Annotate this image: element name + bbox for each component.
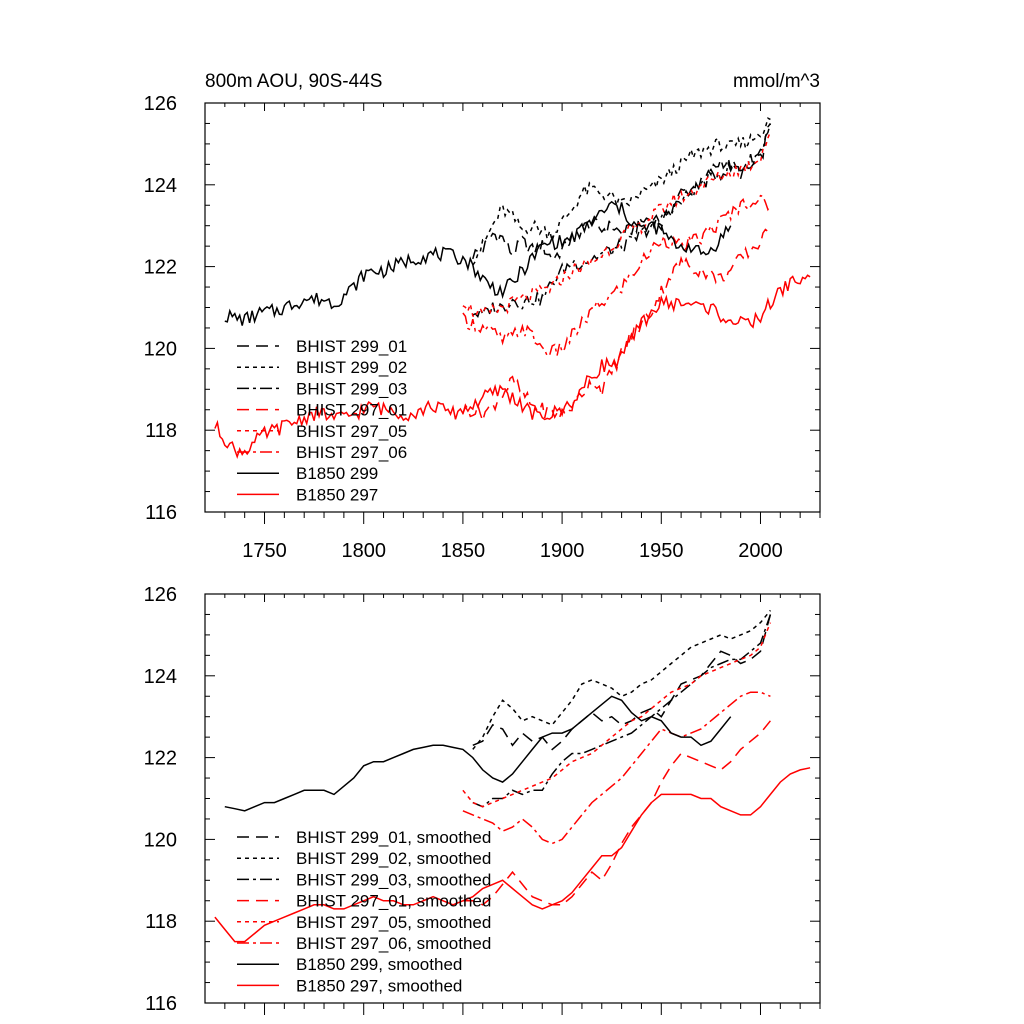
legend-entry: B1850 297 — [296, 485, 378, 504]
y-tick-label: 122 — [144, 257, 177, 279]
x-tick-label: 2000 — [738, 540, 783, 562]
y-tick-label: 122 — [144, 748, 177, 770]
series-line-bhist-297-06 — [462, 194, 772, 357]
y-tick-label: 124 — [144, 175, 177, 197]
legend-entry: BHIST 299_03, smoothed — [296, 870, 491, 889]
series-line-b1850-297 — [214, 274, 811, 460]
legend-entry: BHIST 297_01, smoothed — [296, 892, 491, 911]
series-line-bhist-297-01-smoothed — [462, 720, 771, 906]
y-tick-label: 126 — [144, 93, 177, 115]
legend-entry: BHIST 299_03 — [296, 379, 407, 398]
series-line-bhist-299-01 — [472, 123, 772, 262]
top-panel: 116 118 120 122 124 126 1750 1800 1850 1900 1950 20… — [144, 71, 821, 562]
legend-entry: BHIST 297_06 — [296, 443, 407, 462]
series-line-bhist-299-01-smoothed — [472, 614, 772, 751]
series-line-b1850-299 — [224, 200, 732, 326]
series-line-bhist-299-02 — [472, 117, 771, 266]
legend-entry: BHIST 297_05, smoothed — [296, 913, 491, 932]
series-line-bhist-299-03-smoothed — [472, 614, 772, 808]
legend-entry: B1850 299, smoothed — [296, 955, 462, 974]
legend-entry: B1850 297, smoothed — [296, 976, 462, 995]
series-line-bhist-297-01 — [462, 228, 771, 424]
y-tick-label: 116 — [145, 993, 177, 1015]
x-tick-label: 1900 — [540, 540, 585, 562]
legend-entry: BHIST 297_06, smoothed — [296, 934, 491, 953]
x-tick-label: 1800 — [341, 540, 386, 562]
y-tick-label: 120 — [144, 829, 177, 851]
y-tick-label: 116 — [145, 502, 177, 524]
legend-entry: BHIST 299_02 — [296, 358, 407, 377]
series-line-b1850-299-smoothed — [224, 695, 732, 812]
series-line-bhist-297-05-smoothed — [462, 622, 772, 808]
y-tick-label: 124 — [144, 666, 177, 688]
legend-entry: BHIST 299_01 — [296, 337, 407, 356]
series-line-bhist-297-05 — [462, 131, 772, 319]
y-tick-label: 126 — [144, 584, 177, 606]
legend-entry: BHIST 297_05 — [296, 422, 407, 441]
y-tick-label: 118 — [145, 420, 177, 442]
x-tick-label: 1850 — [441, 540, 486, 562]
legend-entry: BHIST 297_01 — [296, 401, 407, 420]
x-tick-label: 1750 — [242, 540, 287, 562]
legend-entry: B1850 299 — [296, 464, 378, 483]
x-tick-label: 1950 — [639, 540, 684, 562]
bottom-panel: 116 118 120 122 124 126 BHIST 299_01, smoothed… — [144, 584, 821, 1015]
chart-title: 800m AOU, 90S-44S — [205, 71, 382, 92]
y-tick-label: 120 — [144, 338, 177, 360]
legend-entry: BHIST 299_02, smoothed — [296, 849, 491, 868]
series-line-b1850-297-smoothed — [214, 767, 811, 943]
y-tick-label: 118 — [145, 911, 177, 933]
series-line-bhist-299-03 — [472, 123, 772, 318]
series-line-bhist-297-06-smoothed — [462, 691, 771, 845]
legend-entry: BHIST 299_01, smoothed — [296, 828, 491, 847]
units-label: mmol/m^3 — [733, 71, 820, 92]
